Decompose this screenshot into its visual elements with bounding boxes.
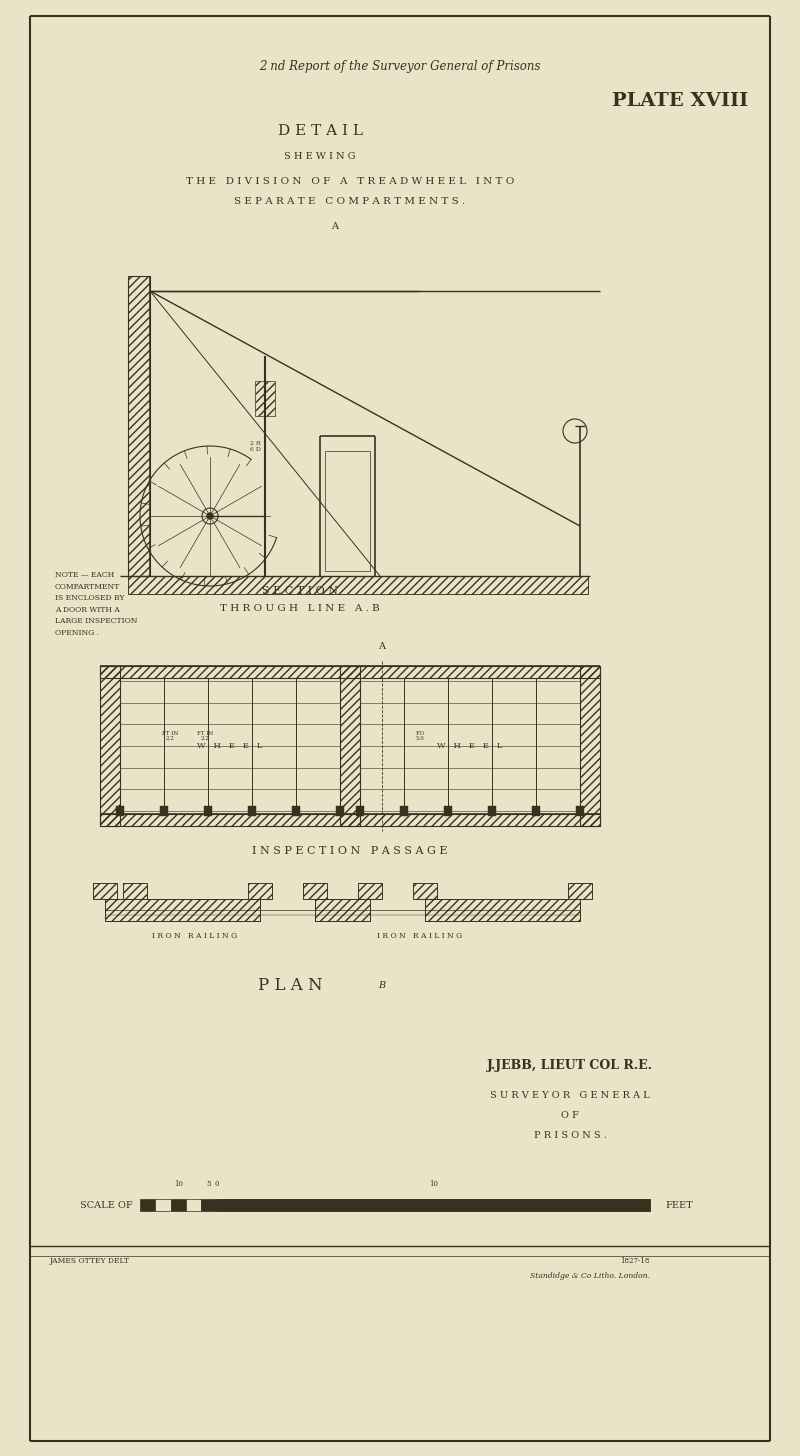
- Bar: [123, 882, 147, 898]
- Bar: [303, 882, 327, 898]
- Text: W   H   E   E   L: W H E E L: [438, 743, 502, 750]
- Text: 10: 10: [429, 1179, 438, 1188]
- Text: SCALE OF: SCALE OF: [80, 1201, 133, 1210]
- Bar: [202, 1198, 217, 1211]
- Bar: [488, 807, 496, 815]
- Bar: [568, 882, 592, 898]
- Bar: [580, 665, 600, 826]
- Text: I R O N   R A I L I N G: I R O N R A I L I N G: [378, 932, 462, 941]
- Bar: [128, 577, 588, 594]
- Text: A: A: [378, 642, 386, 651]
- Text: P L A N: P L A N: [258, 977, 322, 994]
- Bar: [100, 665, 600, 678]
- Bar: [100, 665, 120, 826]
- Bar: [340, 665, 360, 826]
- Bar: [186, 1198, 202, 1211]
- Text: B: B: [378, 981, 386, 990]
- Text: 1827-18: 1827-18: [621, 1257, 650, 1265]
- Text: 5: 5: [206, 1179, 211, 1188]
- Text: J.JEBB, LIEUT COL R.E.: J.JEBB, LIEUT COL R.E.: [487, 1060, 653, 1073]
- Bar: [100, 814, 600, 826]
- Bar: [413, 882, 437, 898]
- Bar: [325, 451, 370, 571]
- Bar: [248, 882, 272, 898]
- Bar: [576, 807, 584, 815]
- Text: T H E   D I V I S I O N   O F   A   T R E A D W H E E L   I N T O: T H E D I V I S I O N O F A T R E A D W …: [186, 176, 514, 185]
- Text: 2 ft
6 D: 2 ft 6 D: [250, 441, 261, 451]
- Bar: [303, 882, 327, 898]
- Bar: [248, 882, 272, 898]
- Bar: [568, 882, 592, 898]
- Text: S H E W I N G: S H E W I N G: [284, 151, 356, 160]
- Bar: [248, 807, 256, 815]
- Circle shape: [207, 513, 213, 518]
- Text: PLATE XVIII: PLATE XVIII: [612, 92, 748, 111]
- Bar: [425, 898, 580, 922]
- Bar: [336, 807, 344, 815]
- Bar: [170, 1198, 186, 1211]
- Text: NOTE — EACH
COMPARTMENT
IS ENCLOSED BY
A DOOR WITH A
LARGE INSPECTION
OPENING .: NOTE — EACH COMPARTMENT IS ENCLOSED BY A…: [55, 571, 138, 638]
- Text: FEET: FEET: [665, 1201, 693, 1210]
- Bar: [128, 577, 588, 594]
- Bar: [204, 807, 212, 815]
- Bar: [580, 665, 600, 826]
- Bar: [358, 882, 382, 898]
- Bar: [315, 898, 370, 922]
- Bar: [128, 277, 150, 577]
- Text: P R I S O N S .: P R I S O N S .: [534, 1131, 606, 1140]
- Bar: [93, 882, 117, 898]
- Bar: [532, 807, 540, 815]
- Bar: [315, 898, 370, 922]
- Bar: [155, 1198, 170, 1211]
- Bar: [340, 665, 360, 826]
- Text: T H R O U G H   L I N E   A . B: T H R O U G H L I N E A . B: [220, 603, 380, 613]
- Text: W   H   E   E   L: W H E E L: [198, 743, 262, 750]
- Bar: [217, 1198, 650, 1211]
- Text: 2 nd Report of the Surveyor General of Prisons: 2 nd Report of the Surveyor General of P…: [259, 60, 541, 73]
- Bar: [217, 1198, 650, 1211]
- Text: FT IN
2.2: FT IN 2.2: [162, 731, 178, 741]
- Text: I N S P E C T I O N   P A S S A G E: I N S P E C T I O N P A S S A G E: [252, 846, 448, 856]
- Bar: [444, 807, 452, 815]
- Bar: [160, 807, 168, 815]
- Bar: [105, 898, 260, 922]
- Text: JAMES OTTEY DELT: JAMES OTTEY DELT: [50, 1257, 130, 1265]
- Bar: [255, 381, 275, 416]
- Bar: [356, 807, 364, 815]
- Text: FT IN
2.2: FT IN 2.2: [197, 731, 213, 741]
- Bar: [105, 898, 260, 922]
- Text: Standidge & Co Litho. London.: Standidge & Co Litho. London.: [530, 1273, 650, 1280]
- Bar: [128, 277, 150, 577]
- Text: O F: O F: [561, 1111, 579, 1121]
- Bar: [100, 814, 600, 826]
- Bar: [100, 665, 120, 826]
- Text: D E T A I L: D E T A I L: [278, 124, 362, 138]
- Bar: [123, 882, 147, 898]
- Text: S E C T I O N: S E C T I O N: [262, 585, 338, 596]
- Text: F.O
5.0: F.O 5.0: [415, 731, 425, 741]
- Bar: [358, 882, 382, 898]
- Bar: [425, 898, 580, 922]
- Text: I R O N   R A I L I N G: I R O N R A I L I N G: [153, 932, 238, 941]
- Bar: [116, 807, 124, 815]
- Text: S U R V E Y O R   G E N E R A L: S U R V E Y O R G E N E R A L: [490, 1092, 650, 1101]
- Bar: [100, 665, 600, 678]
- Bar: [93, 882, 117, 898]
- Bar: [413, 882, 437, 898]
- Text: A: A: [331, 221, 338, 232]
- Text: 0: 0: [214, 1179, 218, 1188]
- Bar: [140, 1198, 155, 1211]
- Text: 10: 10: [174, 1179, 182, 1188]
- Bar: [292, 807, 300, 815]
- Bar: [400, 807, 408, 815]
- Text: S E P A R A T E   C O M P A R T M E N T S .: S E P A R A T E C O M P A R T M E N T S …: [234, 197, 466, 205]
